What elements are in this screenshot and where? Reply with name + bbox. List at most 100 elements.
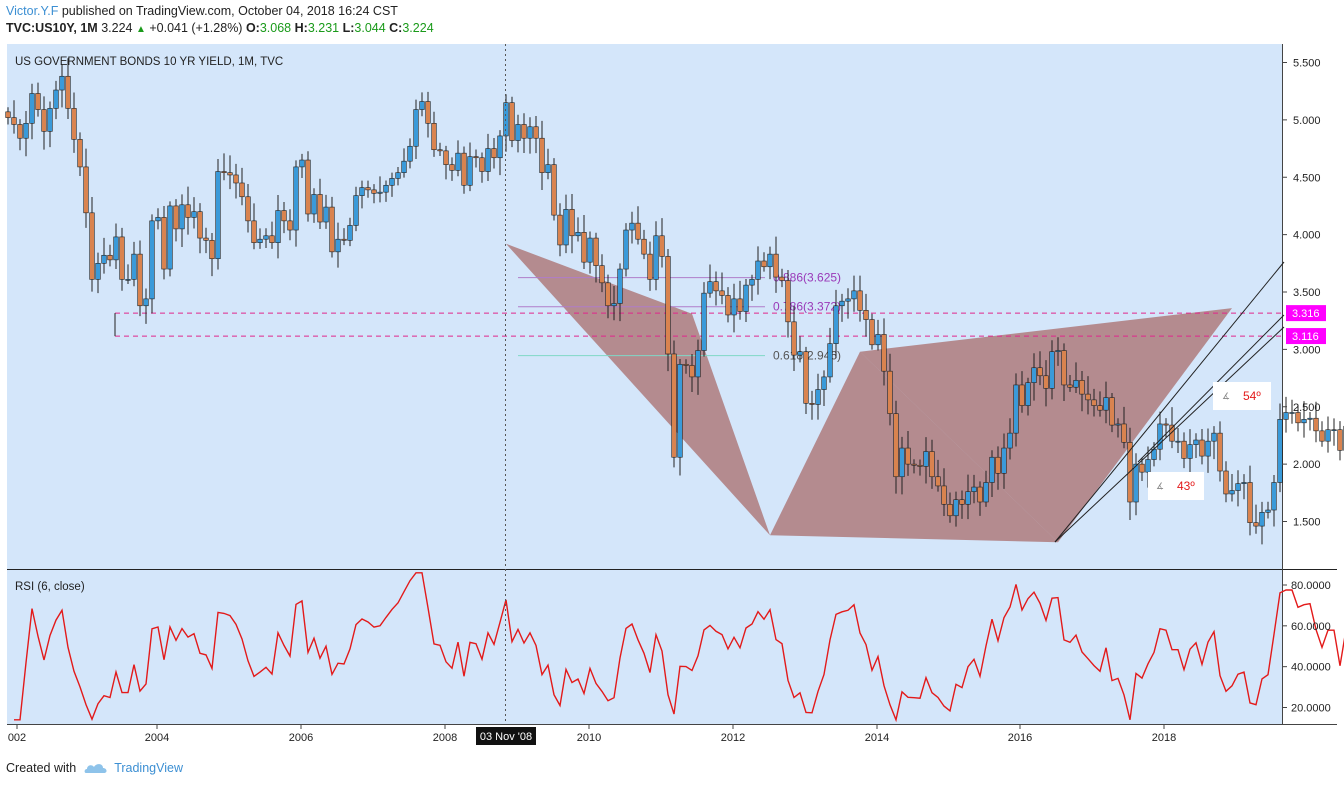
axes: 5.500 5.000 4.500 4.000 3.500 3.000 2.500 2.000…: [8, 58, 1331, 745]
candle-down: [479, 157, 485, 172]
candle-down: [791, 321, 797, 356]
price-levels: 3.316 3.116: [114, 305, 1326, 345]
candle-down: [1067, 384, 1073, 388]
candle-up: [1241, 482, 1247, 484]
candle-up: [1265, 509, 1271, 513]
candle-up: [743, 284, 749, 312]
candle-up: [1145, 459, 1151, 473]
candle-up: [899, 447, 905, 478]
time-tick-label: 2008: [433, 732, 457, 744]
candle-up: [497, 135, 503, 159]
candle-down: [809, 403, 815, 405]
candle-up: [1025, 382, 1031, 406]
price-axis-panel[interactable]: [1282, 44, 1337, 724]
candle-down: [119, 236, 125, 280]
rsi-tick-label: 80.0000: [1291, 580, 1331, 592]
candle-down: [317, 194, 323, 223]
candle-up: [1055, 350, 1061, 352]
candle-down: [71, 108, 77, 140]
candle-down: [41, 109, 47, 132]
candle-up: [983, 482, 989, 503]
candle-up: [179, 204, 185, 230]
candle-down: [863, 310, 869, 320]
time-tick-label: 2016: [1008, 732, 1032, 744]
candle-up: [29, 93, 35, 124]
candle-down: [887, 370, 893, 414]
candle-up: [323, 206, 329, 223]
candle-up: [1307, 417, 1313, 420]
candle-up: [53, 89, 59, 109]
bat-pattern[interactable]: [506, 243, 1232, 543]
candle-down: [11, 117, 17, 125]
angle-icon: ∡: [1156, 481, 1164, 491]
candle-up: [1175, 440, 1181, 443]
low-label: L:: [342, 21, 355, 35]
candle-up: [191, 211, 197, 218]
candle-up: [131, 253, 137, 280]
candle-up: [587, 237, 593, 263]
candle-up: [1211, 432, 1217, 442]
candle-down: [35, 93, 41, 110]
candle-up: [623, 229, 629, 270]
last-price: 3.224: [101, 21, 133, 35]
candle-down: [869, 319, 875, 346]
candle-up: [1283, 412, 1289, 420]
trend-lines[interactable]: ∡ 54º ∡ 43º: [1054, 261, 1285, 543]
candle-down: [1097, 405, 1103, 411]
tradingview-logo-icon: [84, 761, 108, 775]
crosshair-date-box: [476, 727, 536, 745]
candle-down: [1319, 430, 1325, 442]
candle-up: [383, 184, 389, 193]
candle-up: [1073, 380, 1079, 388]
angle-label: 54º: [1243, 389, 1261, 403]
candle-up: [113, 236, 119, 261]
high-label: H:: [294, 21, 308, 35]
candle-down: [593, 237, 599, 266]
candle-down: [221, 171, 227, 173]
candle-down: [557, 214, 563, 246]
candle-down: [911, 463, 917, 466]
candle-down: [1217, 432, 1223, 472]
candle-up: [1115, 423, 1121, 426]
candle-up: [515, 124, 521, 141]
candle-down: [473, 156, 479, 159]
candle-up: [1301, 419, 1307, 424]
candle-up: [1325, 429, 1331, 442]
main-title: US GOVERNMENT BONDS 10 YR YIELD, 1M, TVC: [15, 56, 283, 68]
rsi-tick-label: 60.0000: [1291, 621, 1331, 633]
price-tick-label: 4.000: [1293, 230, 1321, 242]
candle-up: [989, 456, 995, 483]
low-value: 3.044: [354, 21, 386, 35]
candle-up: [767, 253, 773, 268]
candle-up: [755, 260, 761, 280]
candle-up: [851, 290, 857, 300]
price-level-tag: [1286, 305, 1326, 322]
candle-up: [257, 238, 263, 243]
close-value: 3.224: [402, 21, 434, 35]
candle-down: [77, 139, 83, 168]
angle-label: 43º: [1177, 479, 1195, 493]
candle-down: [245, 196, 251, 222]
candle-up: [455, 152, 461, 171]
candle-down: [599, 265, 605, 284]
candle-down: [329, 206, 335, 253]
candle-down: [431, 123, 437, 151]
candle-up: [1193, 439, 1199, 445]
candles: [5, 58, 1344, 545]
angle-box: [1148, 472, 1204, 500]
candle-down: [647, 253, 653, 280]
author-link[interactable]: Victor.Y.F: [6, 4, 59, 18]
candle-down: [881, 334, 887, 372]
candle-down: [671, 353, 677, 458]
candle-down: [905, 447, 911, 465]
candle-up: [875, 334, 881, 346]
candle-down: [239, 182, 245, 198]
candle-down: [761, 260, 767, 268]
candle-down: [635, 222, 641, 240]
candle-down: [1163, 423, 1169, 426]
candle-down: [365, 187, 371, 191]
price-tick-label: 1.500: [1293, 517, 1321, 529]
candle-down: [1199, 439, 1205, 457]
tradingview-link[interactable]: TradingView: [114, 761, 183, 775]
